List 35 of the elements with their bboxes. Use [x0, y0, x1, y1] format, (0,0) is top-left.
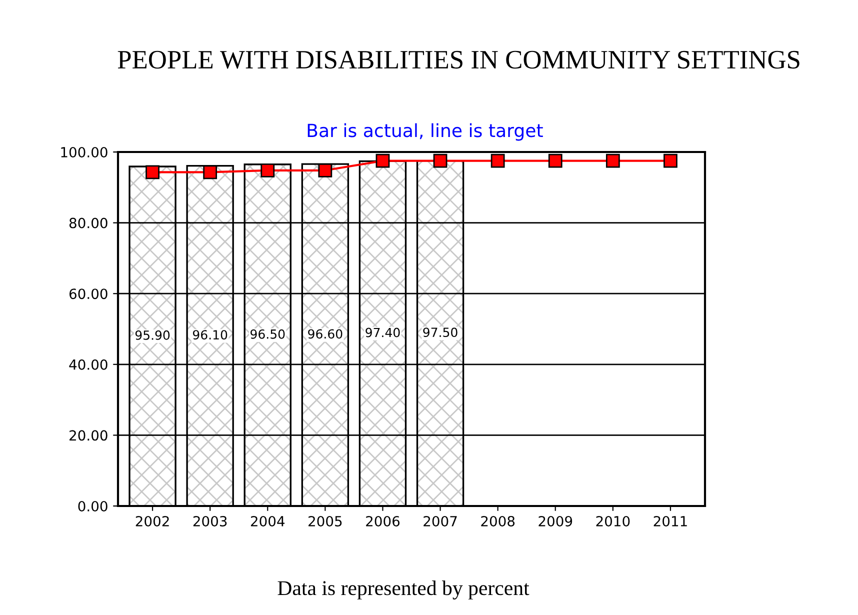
point: [490, 154, 505, 168]
y-tick-label: 80.00: [69, 218, 108, 228]
y-tick-label: 20.00: [70, 430, 108, 441]
y-tick-label: 40.00: [69, 359, 108, 370]
point: [664, 154, 678, 168]
data-label: 95.90: [135, 330, 170, 340]
x-tick-label: 2005: [308, 516, 342, 526]
x-tick-label: 2006: [366, 516, 400, 526]
x-tick-label: 2010: [596, 516, 630, 526]
chart-title: PEOPLE WITH DISABILITIES IN COMMUNITY SETTINGS: [118, 50, 800, 69]
point: [433, 154, 448, 168]
data-label: 97.40: [366, 328, 400, 338]
data-label: 96.60: [308, 329, 342, 339]
chart-subtitle: Bar is actual, line is target: [308, 123, 543, 141]
y-tick-label: 60.00: [69, 288, 108, 300]
point: [318, 163, 332, 178]
point: [203, 165, 218, 180]
point: [376, 154, 390, 168]
x-tick-label: 2004: [250, 516, 285, 526]
point: [260, 163, 275, 178]
point: [548, 154, 562, 168]
point: [146, 165, 160, 180]
data-label: 96.50: [250, 329, 285, 339]
x-tick-label: 2003: [193, 516, 227, 526]
x-tick-label: 2011: [654, 516, 687, 526]
x-tick-label: 2007: [424, 516, 457, 526]
x-tick-label: 2002: [136, 516, 169, 526]
data-label: 97.50: [423, 328, 458, 338]
x-tick-label: 2008: [481, 516, 515, 526]
point: [606, 154, 620, 168]
y-tick-label: 0.00: [78, 500, 108, 512]
data-label: 96.10: [192, 330, 228, 340]
x-tick-label: 2009: [538, 516, 572, 526]
text: Data is represented by percent: [278, 580, 530, 600]
y-tick-label: 100.00: [61, 146, 108, 158]
